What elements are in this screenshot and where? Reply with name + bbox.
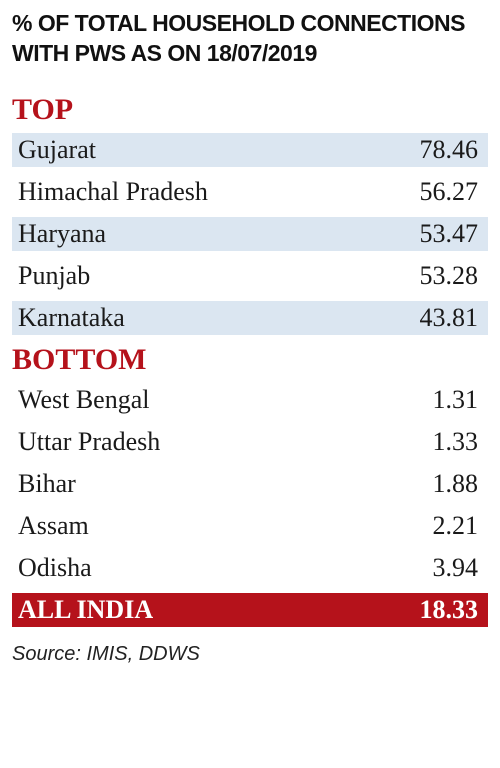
row-label: Bihar [18, 469, 76, 498]
row-value: 18.33 [419, 595, 479, 624]
row-label: Uttar Pradesh [18, 427, 161, 456]
source-note: Source: IMIS, DDWS [12, 643, 200, 665]
table-row: Haryana 53.47 [12, 217, 488, 251]
row-label: Karnataka [18, 303, 125, 332]
row-value: 1.88 [432, 469, 479, 498]
table-row: West Bengal 1.31 [12, 383, 488, 417]
infographic: % OF TOTAL HOUSEHOLD CONNECTIONS WITH PW… [12, 8, 488, 666]
table-row: Gujarat 78.46 [12, 133, 488, 167]
row-label: Punjab [18, 261, 91, 290]
row-value: 1.33 [432, 427, 479, 456]
table-row: Assam 2.21 [12, 509, 488, 543]
row-value: 53.47 [419, 219, 479, 248]
section-heading-bottom: BOTTOM [12, 343, 147, 376]
row-value: 43.81 [419, 303, 479, 332]
row-value: 2.21 [432, 511, 479, 540]
table-row: Bihar 1.88 [12, 467, 488, 501]
top-rows: Gujarat 78.46 Himachal Pradesh 56.27 Haryana… [12, 133, 488, 335]
row-label: Gujarat [18, 135, 96, 164]
row-value: 78.46 [419, 135, 479, 164]
row-label: Haryana [18, 219, 107, 248]
table-row: Uttar Pradesh 1.33 [12, 425, 488, 459]
row-value: 56.27 [419, 177, 479, 206]
row-label: Odisha [18, 553, 92, 582]
table-row: Karnataka 43.81 [12, 301, 488, 335]
row-label: West Bengal [18, 385, 150, 414]
row-label: ALL INDIA [18, 595, 154, 624]
row-label: Himachal Pradesh [18, 177, 208, 206]
table-row: Himachal Pradesh 56.27 [12, 175, 488, 209]
section-heading-top: TOP [12, 93, 74, 126]
bottom-rows: West Bengal 1.31 Uttar Pradesh 1.33 Bihar 1.8… [12, 383, 488, 585]
chart-title: % OF TOTAL HOUSEHOLD CONNECTIONS WITH PW… [12, 10, 465, 66]
row-value: 3.94 [432, 553, 479, 582]
table-row: Odisha 3.94 [12, 551, 488, 585]
row-value: 1.31 [432, 385, 479, 414]
row-value: 53.28 [419, 261, 479, 290]
table-row: Punjab 53.28 [12, 259, 488, 293]
table-row-all-india: ALL INDIA 18.33 [12, 593, 488, 627]
row-label: Assam [18, 511, 89, 540]
